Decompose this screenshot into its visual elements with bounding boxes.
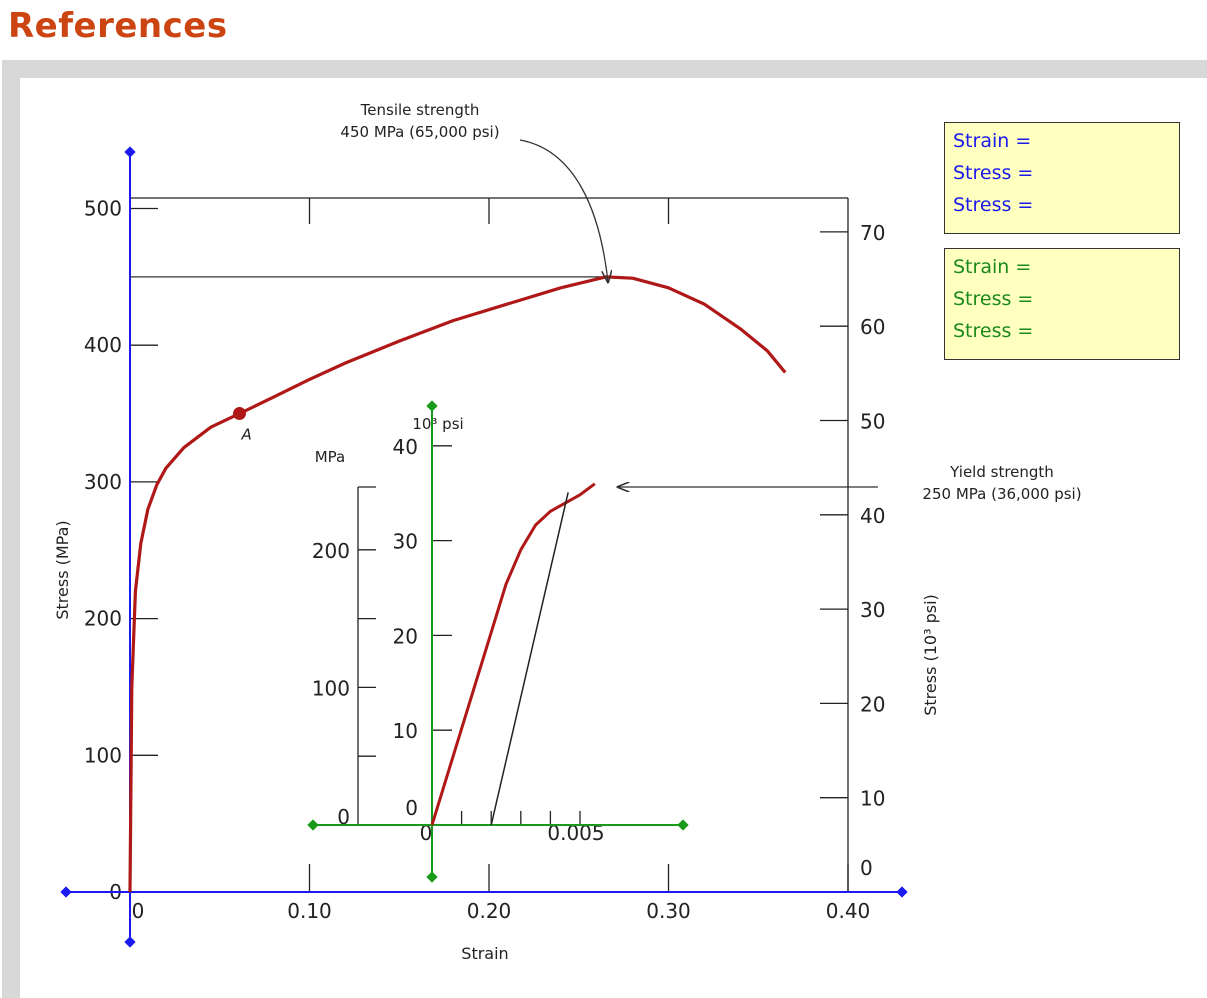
y-right-tick-label: 0	[860, 856, 873, 880]
blue-axis-handle	[896, 886, 908, 898]
y-right-tick-label: 20	[860, 692, 885, 716]
readout-strain-label: Strain =	[953, 130, 1032, 152]
x-tick-label: 0.40	[826, 899, 871, 923]
point-a-marker	[232, 407, 246, 421]
y-right-tick-label: 70	[860, 221, 885, 245]
y-right-tick-label: 50	[860, 410, 885, 434]
blue-axis-handle	[124, 936, 136, 948]
y-right-tick-label: 10	[860, 787, 885, 811]
y-right-tick-label: 40	[860, 504, 885, 528]
readout-stress-psi-label: Stress =	[953, 194, 1034, 216]
readout-stress-mpa-label: Stress =	[953, 162, 1034, 184]
readout-stress-mpa-label: Stress =	[953, 288, 1034, 310]
y-right-tick-label: 60	[860, 315, 885, 339]
readout-stress-psi-label: Stress =	[953, 320, 1034, 342]
x-tick-label: 0	[132, 899, 145, 923]
readout-strain-label: Strain =	[953, 256, 1032, 278]
y-right-tick-label: 30	[860, 598, 885, 622]
green-axis-handle	[426, 871, 438, 883]
readout-panel-green: Strain = Stress = Stress =	[944, 248, 1180, 360]
inset-mpa-label: 0	[337, 805, 350, 829]
x-tick-label: 0.10	[287, 899, 332, 923]
page-title: References	[8, 6, 228, 46]
yield-strength-label: Yield strength	[949, 463, 1054, 481]
tensile-strength-label: Tensile strength	[360, 101, 480, 119]
y-tick-label: 500	[84, 197, 122, 221]
inset-mpa-label: 200	[312, 539, 350, 563]
x-axis-title: Strain	[461, 944, 508, 963]
inset-elastic-curve	[430, 482, 596, 826]
green-axis-handle	[677, 819, 689, 831]
tensile-strength-value: 450 MPa (65,000 psi)	[340, 123, 499, 141]
inset-psi-label: 0	[405, 796, 418, 820]
offset-line	[490, 492, 569, 826]
y-tick-label: 100	[84, 743, 122, 767]
inset-x-label: 0	[420, 821, 433, 845]
x-tick-label: 0.30	[646, 899, 691, 923]
inset-psi-label: 30	[393, 530, 418, 554]
blue-axis-handle	[124, 146, 136, 158]
green-axis-handle	[426, 400, 438, 412]
inset-psi-label: 20	[393, 624, 418, 648]
y-tick-label: 200	[84, 607, 122, 631]
inset-mpa-title: MPa	[315, 448, 346, 466]
tensile-strength-arrow	[519, 139, 608, 282]
yield-strength-value: 250 MPa (36,000 psi)	[922, 485, 1081, 503]
inset-mpa-label: 100	[312, 676, 350, 700]
inset-psi-label: 40	[393, 435, 418, 459]
readout-panel-blue: Strain = Stress = Stress =	[944, 122, 1180, 234]
inset-psi-label: 10	[393, 719, 418, 743]
inset-psi-title: 10³ psi	[412, 415, 463, 433]
y-tick-label: 300	[84, 470, 122, 494]
green-axis-handle	[307, 819, 319, 831]
blue-axis-handle	[60, 886, 72, 898]
y-right-axis-title: Stress (10³ psi)	[921, 594, 940, 716]
point-a-label: A	[240, 426, 251, 444]
y-tick-label: 400	[84, 333, 122, 357]
stress-strain-curve	[128, 275, 787, 893]
y-axis-title: Stress (MPa)	[53, 520, 72, 619]
x-tick-label: 0.20	[467, 899, 512, 923]
